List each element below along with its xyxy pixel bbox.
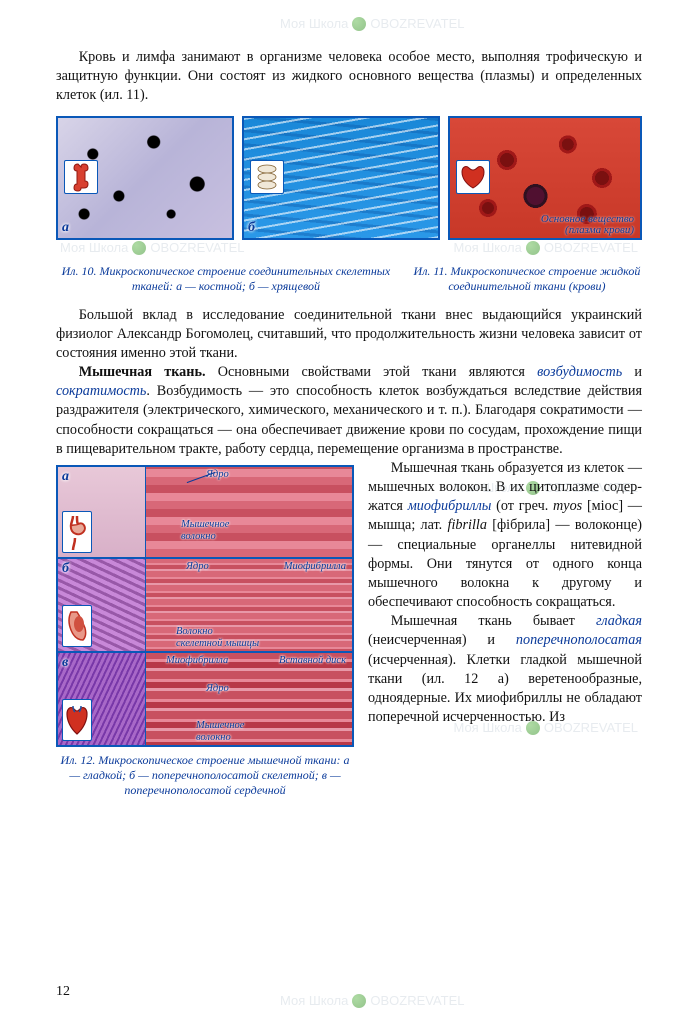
label-skeletal-2: скелетной мышцы [176, 638, 259, 649]
panel-letter-a: а [62, 220, 69, 236]
stomach-inset-icon [62, 511, 92, 553]
label-muscle-fiber-2: волокно [181, 531, 216, 542]
paragraph-2: Большой вклад в исследование соединитель… [56, 306, 642, 364]
panel-letter-a2: а [62, 469, 69, 485]
label-insert-disk: Вставной диск [279, 655, 346, 666]
fig12a-micrograph: а [58, 467, 146, 557]
term-striated: поперечнополосатая [516, 632, 642, 648]
label-muscle-fiber-c2: волокно [196, 732, 231, 743]
term-contractility: сократимость [56, 383, 146, 399]
ety-greek: myos [553, 498, 582, 514]
fig11-panel: Клетки крови Основное вещество (плазма к… [448, 116, 642, 240]
term-excitability: воз­будимость [537, 364, 622, 380]
fig12b-micrograph: б [58, 559, 146, 651]
fig10-caption: Ил. 10. Микроскопическое строение соедин… [56, 264, 396, 294]
fig12a-diagram: Ядро Мышечное волокно [146, 467, 352, 557]
bone-inset-icon [64, 160, 98, 194]
paragraph-1: Кровь и лимфа занимают в организме челов… [56, 48, 642, 106]
label-plasma-2: (плазма крови) [565, 224, 634, 236]
run-in-heading: Мышечная ткань. [79, 364, 206, 380]
panel-letter-c: в [62, 655, 68, 671]
heart-inset-icon-2 [62, 699, 92, 741]
heart-inset-icon [456, 160, 490, 194]
panel-letter-b: б [248, 220, 255, 236]
fig10-panel-b: Коллагеновое волокно Основное вещество К… [242, 116, 440, 240]
label-nucleus-b: Ядро [186, 561, 209, 572]
label-muscle-fiber-c1: Мышечное [196, 720, 244, 731]
label-skeletal-1: Волокно [176, 626, 213, 637]
label-plasma: Основное вещество (плазма крови) [541, 214, 634, 236]
textbook-page: Кровь и лимфа занимают в организме челов… [0, 0, 698, 1024]
label-myofibril-b: Миофибрилла [284, 561, 346, 572]
fig12-panel-b: б Ядро Миофибрилла Волокно скелетной мыш… [56, 559, 354, 653]
label-myofibril-c: Миофибрилла [166, 655, 228, 666]
label-muscle-fiber-1: Мышечное [181, 519, 229, 530]
fig12-panel-a: а Ядро Мышечное волокно [56, 465, 354, 559]
fig12-panel-c: в Миофибрилла Вставной диск Ядро Мышечно… [56, 653, 354, 747]
p5-b: (неисчерченная) и [368, 632, 516, 648]
p3-and: и [622, 364, 642, 380]
p3-a: Основными свойствами этой ткани являются [206, 364, 538, 380]
paragraph-3: Мышечная ткань. Основными свойствами это… [56, 363, 642, 459]
fig12-caption: Ил. 12. Микроскопическое строение мышечн… [56, 753, 354, 798]
ety-latin: fibrilla [448, 517, 487, 533]
label-nucleus-c: Ядро [206, 683, 229, 694]
term-myofibrils: миофибриллы [408, 498, 492, 514]
vertebra-inset-icon [250, 160, 284, 194]
fig10-panel-a: Клетки Межклеточное вещество а [56, 116, 234, 240]
fig12c-micrograph: в [58, 653, 146, 745]
page-number: 12 [56, 984, 70, 1000]
figure-row-10-11: Клетки Межклеточное вещество а Коллагено… [56, 116, 642, 240]
fig11-caption: Ил. 11. Микроскопическое строение жидкой… [412, 264, 642, 294]
p5-a: Мышечная ткань бывает [391, 613, 596, 629]
figure-12: а Ядро Мышечное волокно б Ядро М [56, 465, 354, 798]
panel-letter-b2: б [62, 561, 69, 577]
fig12c-diagram: Миофибрилла Вставной диск Ядро Мышечное … [146, 653, 352, 745]
p5-c: (исчерченная). Клетки гладкой мышечной т… [368, 652, 642, 726]
fig12b-diagram: Ядро Миофибрилла Волокно скелетной мышцы [146, 559, 352, 651]
caption-row: Ил. 10. Микроскопическое строение соедин… [56, 260, 642, 294]
p4-b: (от греч. [491, 498, 553, 514]
term-smooth: гладкая [596, 613, 642, 629]
biceps-inset-icon [62, 605, 92, 647]
